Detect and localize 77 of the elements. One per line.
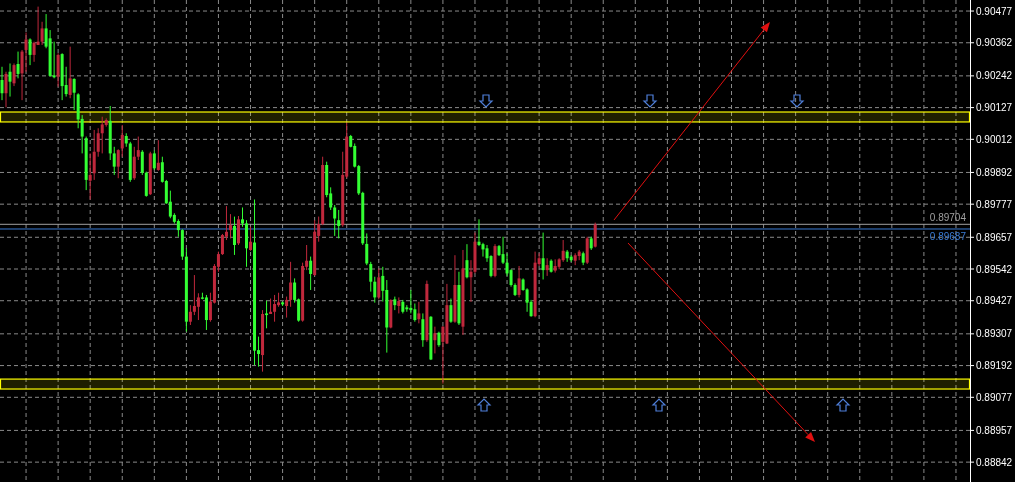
- y-tick-label: 0.89542: [976, 263, 1013, 275]
- candlestick: [265, 300, 269, 329]
- candlestick: [561, 239, 565, 263]
- candlestick: [377, 267, 381, 300]
- candlestick: [421, 312, 425, 348]
- candlestick: [24, 32, 28, 73]
- candlestick: [593, 222, 597, 248]
- candlestick: [465, 243, 469, 279]
- y-tick-label: 0.89777: [976, 198, 1013, 210]
- candlestick: [285, 296, 289, 319]
- candlestick: [553, 258, 557, 274]
- candlestick: [16, 51, 20, 79]
- candlestick: [220, 233, 224, 256]
- candlestick: [365, 232, 369, 266]
- y-tick-label: 0.89427: [976, 295, 1013, 307]
- candlestick: [136, 136, 140, 161]
- candlestick: [373, 276, 377, 304]
- candlestick: [337, 209, 341, 239]
- candlestick: [156, 139, 160, 172]
- candlestick: [4, 71, 8, 108]
- candlestick: [28, 37, 32, 66]
- candlestick: [32, 41, 36, 63]
- candlestick: [40, 21, 44, 46]
- y-tick-label: 0.90242: [976, 70, 1013, 82]
- ref-line-label: 0.89687: [929, 231, 967, 242]
- candlestick: [80, 114, 84, 154]
- y-tick-label: 0.89192: [976, 360, 1013, 372]
- candlestick: [417, 301, 421, 324]
- candlestick: [545, 257, 549, 277]
- y-tick-label: 0.88842: [976, 456, 1013, 468]
- candlestick: [228, 213, 232, 239]
- candlestick: [477, 218, 481, 247]
- y-tick-label: 0.89307: [976, 328, 1013, 340]
- candlestick: [120, 124, 124, 158]
- candlestick: [241, 206, 244, 228]
- y-tick-label: 0.90362: [976, 37, 1013, 49]
- y-tick-label: 0.90477: [976, 5, 1013, 17]
- candlestick: [132, 146, 136, 181]
- candlestick: [92, 129, 96, 181]
- candlestick: [52, 41, 56, 79]
- candlestick: [273, 294, 277, 323]
- y-tick-label: 0.89657: [976, 231, 1013, 243]
- candlestick: [369, 261, 373, 293]
- y-tick-label: 0.90012: [976, 133, 1013, 145]
- candlestick: [112, 146, 116, 176]
- ref-line-label: 0.89704: [929, 212, 967, 224]
- candlestick: [309, 256, 313, 291]
- candlestick: [8, 62, 12, 98]
- candlestick: [517, 265, 521, 298]
- candlestick: [140, 149, 144, 176]
- candlestick: [449, 298, 453, 324]
- candlestick: [96, 127, 100, 158]
- candlestick: [100, 116, 104, 154]
- candlestick: [192, 274, 196, 316]
- candlestick: [12, 62, 16, 87]
- candlestick: [152, 150, 156, 171]
- candlestick: [333, 204, 337, 237]
- y-tick-label: 0.89077: [976, 391, 1013, 403]
- candlestick: [289, 261, 293, 308]
- candlestick: [144, 171, 148, 198]
- candlestick: [188, 304, 192, 326]
- candlestick: [249, 226, 253, 252]
- candlestick: [204, 294, 208, 331]
- candlestick: [88, 152, 92, 200]
- candlestick: [116, 148, 120, 179]
- candlestick: [413, 302, 417, 323]
- candlestick: [56, 52, 60, 88]
- y-tick-label: 0.90127: [976, 102, 1013, 114]
- candlestick: [0, 66, 4, 101]
- candlestick: [232, 216, 236, 256]
- candlestick: [68, 46, 72, 99]
- y-tick-label: 0.89892: [976, 166, 1013, 178]
- candlestick: [72, 77, 76, 111]
- candlestick: [433, 326, 437, 354]
- y-tick-label: 0.88957: [976, 424, 1013, 436]
- candlestick: [541, 232, 545, 280]
- candlestick: [196, 292, 200, 321]
